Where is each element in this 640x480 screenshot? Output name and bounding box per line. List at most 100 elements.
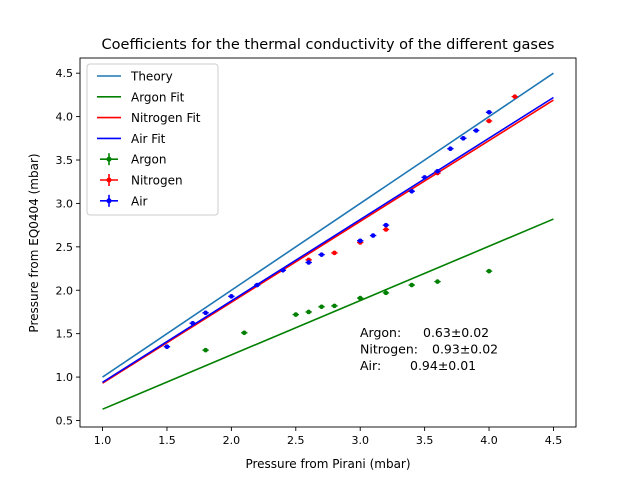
- data-point-air: [382, 222, 390, 228]
- point-marker: [203, 310, 208, 316]
- point-marker: [306, 260, 311, 265]
- annotation-label: Argon:: [360, 325, 401, 340]
- point-marker: [306, 309, 311, 315]
- point-marker: [332, 250, 337, 256]
- point-marker: [486, 109, 492, 115]
- point-marker: [241, 330, 247, 336]
- point-marker: [319, 252, 324, 257]
- axes-frame: [79, 57, 577, 428]
- data-point-air: [434, 169, 441, 174]
- fit-annotation: Argon: 0.63±0.02 Nitrogen: 0.93±0.02 Air: 0.9…: [360, 325, 498, 373]
- line-theory: [102, 72, 554, 378]
- y-axis-label: Pressure from EQ0404 (mbar): [27, 153, 41, 332]
- point-marker: [486, 118, 492, 124]
- data-point-air: [485, 109, 493, 115]
- data-point-argon: [434, 279, 441, 284]
- legend-label: Argon Fit: [131, 90, 185, 104]
- x-tick-label: 2.5: [287, 434, 305, 447]
- data-point-argon: [382, 290, 390, 296]
- x-tick-label: 3.5: [416, 434, 434, 447]
- legend-label: Theory: [130, 70, 173, 84]
- point-marker: [383, 227, 389, 232]
- data-point-air: [447, 146, 454, 152]
- data-point-air: [305, 260, 312, 265]
- data-point-air: [228, 294, 235, 299]
- data-point-argon: [305, 309, 312, 315]
- data-point-air: [369, 233, 377, 238]
- annotation-label: Nitrogen:: [360, 342, 418, 357]
- point-marker: [409, 188, 415, 194]
- y-tick-label: 2.5: [56, 241, 74, 254]
- legend-marker-swatch: [106, 156, 112, 162]
- point-marker: [383, 222, 389, 228]
- data-point-air: [421, 175, 428, 180]
- point-marker: [190, 320, 196, 326]
- point-marker: [435, 169, 440, 174]
- x-tick-label: 2.0: [223, 434, 241, 447]
- point-marker: [229, 294, 234, 299]
- point-marker: [435, 279, 440, 284]
- data-point-argon: [331, 303, 338, 309]
- x-tick-label: 1.5: [158, 434, 176, 447]
- point-marker: [203, 347, 208, 353]
- point-marker: [409, 282, 415, 288]
- point-marker: [383, 290, 389, 296]
- data-point-nitrogen: [485, 118, 493, 124]
- annotation-label: Air:: [360, 358, 381, 373]
- legend-label: Argon: [131, 153, 167, 167]
- legend-marker-swatch: [106, 177, 112, 183]
- point-marker: [254, 282, 260, 288]
- legend-label: Nitrogen Fit: [131, 111, 201, 125]
- point-marker: [370, 233, 376, 238]
- data-point-nitrogen: [511, 94, 519, 99]
- data-point-air: [163, 344, 171, 349]
- annotation-value: 0.93±0.02: [432, 342, 498, 357]
- y-tick-label: 3.5: [56, 154, 74, 167]
- point-marker: [512, 94, 518, 99]
- y-tick-label: 0.5: [56, 414, 74, 427]
- point-marker: [280, 267, 286, 273]
- x-tick-label: 4.5: [545, 434, 563, 447]
- data-point-air: [472, 128, 480, 133]
- point-marker: [448, 146, 453, 152]
- point-marker: [473, 128, 479, 133]
- y-tick-label: 1.0: [56, 371, 74, 384]
- data-point-nitrogen: [331, 250, 338, 256]
- data-point-nitrogen: [382, 227, 390, 232]
- line-air-fit: [102, 96, 554, 383]
- data-point-air: [202, 310, 209, 316]
- data-point-argon: [318, 304, 325, 310]
- y-tick-label: 3.0: [56, 197, 74, 210]
- legend-frame: [86, 63, 219, 216]
- chart-title: Coefficients for the thermal conductivit…: [102, 37, 555, 53]
- data-point-air: [357, 238, 364, 244]
- legend-label: Air: [131, 194, 148, 208]
- legend: Theory Argon Fit Nitrogen Fit Air Fit Argon N…: [86, 63, 219, 216]
- legend-label: Nitrogen: [131, 174, 183, 188]
- y-tick-label: 4.5: [56, 67, 74, 80]
- data-point-air: [279, 267, 287, 273]
- annotation-value: 0.94±0.01: [410, 358, 476, 373]
- data-point-air: [189, 320, 196, 326]
- point-marker: [486, 268, 492, 274]
- data-point-argon: [202, 347, 209, 353]
- point-marker: [357, 295, 363, 301]
- data-point-argon: [241, 330, 248, 336]
- point-marker: [357, 238, 363, 244]
- data-point-argon: [485, 268, 493, 274]
- data-point-argon: [357, 295, 364, 301]
- line-nitrogen-fit: [102, 99, 554, 384]
- plot-area: 1.0 1.5 2.0 2.5 3.0 3.5 4.0 4.5 0.5 1.0 1.5 2.0 2.5 3…: [56, 57, 577, 447]
- point-marker: [422, 175, 427, 180]
- legend-marker-swatch: [106, 198, 112, 204]
- point-marker: [460, 136, 466, 141]
- x-tick-label: 4.0: [480, 434, 498, 447]
- point-marker: [293, 312, 299, 317]
- point-marker: [164, 344, 170, 349]
- y-tick-label: 2.0: [56, 284, 74, 297]
- data-point-argon: [408, 282, 415, 288]
- data-point-air: [408, 188, 415, 194]
- data-point-air: [253, 282, 261, 288]
- y-tick-label: 1.5: [56, 328, 74, 341]
